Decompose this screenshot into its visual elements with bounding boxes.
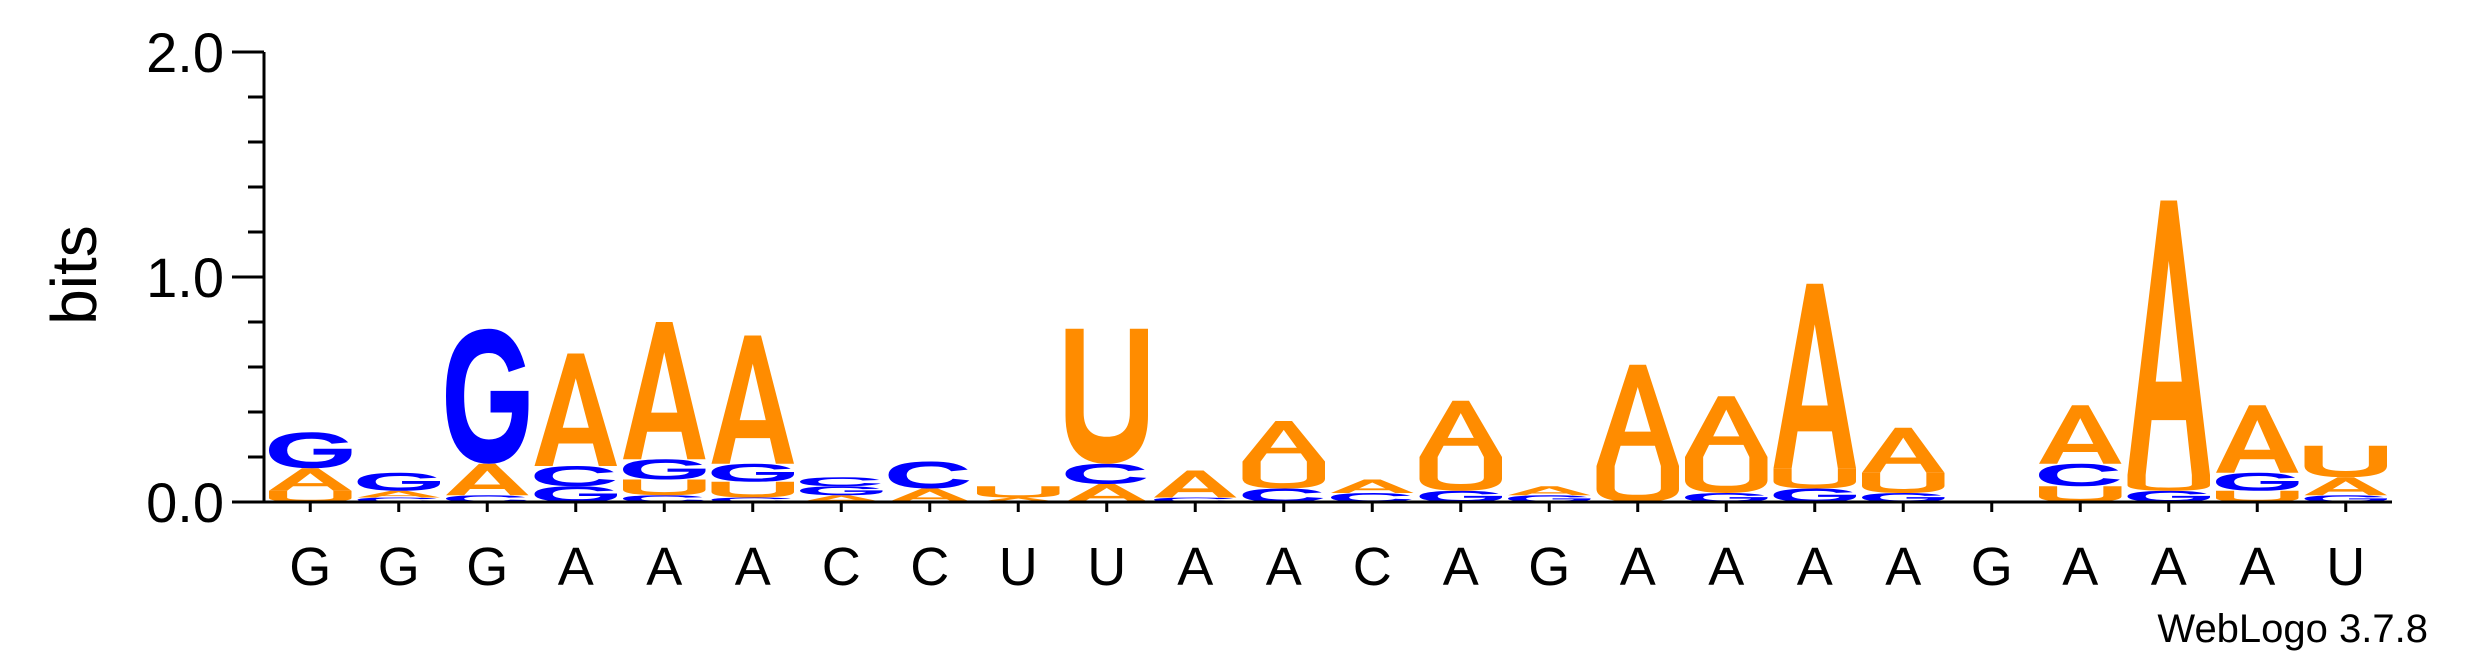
logo-glyph-a-pos22: [2128, 201, 2211, 476]
logo-glyph-a-pos18: [1774, 284, 1857, 469]
position-label: A: [1266, 537, 1302, 597]
logo-glyph-c-pos7: [800, 477, 881, 486]
logo-glyph-a-pos6: [712, 336, 795, 464]
logo-glyph-g-pos22: [2128, 491, 2211, 502]
logo-glyph-a-pos24: [2305, 477, 2388, 495]
position-label: A: [2062, 537, 2098, 597]
position-label: G: [378, 537, 420, 597]
position-label: G: [466, 537, 508, 597]
logo-glyph-a-pos13: [1331, 480, 1414, 494]
position-label: C: [910, 537, 949, 597]
logo-glyph-g-pos23: [2216, 473, 2299, 491]
logo-glyph-u-pos21: [2039, 486, 2122, 502]
logo-glyph-c-pos8: [889, 462, 970, 489]
weblogo-credit: WebLogo 3.7.8: [2157, 607, 2428, 651]
logo-glyph-a-pos10: [1066, 484, 1149, 502]
position-label: A: [1885, 537, 1921, 597]
position-label: G: [289, 537, 331, 597]
logo-glyph-g-pos6: [712, 464, 795, 482]
y-tick-label: 2.0: [146, 21, 224, 84]
logo-glyph-u-pos9: [977, 486, 1060, 497]
position-label: C: [1353, 537, 1392, 597]
y-axis-title: bits: [38, 225, 110, 325]
position-label: A: [2151, 537, 2187, 597]
logo-glyph-a-pos2: [358, 491, 441, 498]
y-tick-label: 0.0: [146, 471, 224, 534]
logo-glyph-a-pos21: [2039, 405, 2122, 464]
logo-glyph-u-pos12: [1243, 462, 1326, 489]
position-label: A: [1797, 537, 1833, 597]
logo-glyph-g-pos3: [446, 329, 529, 464]
y-tick-label: 1.0: [146, 246, 224, 309]
position-label: A: [558, 537, 594, 597]
position-label: G: [1971, 537, 2013, 597]
logo-glyph-u-pos16: [1597, 466, 1680, 502]
position-label: A: [735, 537, 771, 597]
position-label: A: [1620, 537, 1656, 597]
plot-area: [269, 201, 2387, 503]
logo-glyph-a-pos19: [1862, 428, 1945, 473]
logo-glyph-u-pos6: [712, 482, 795, 498]
logo-glyph-u-pos19: [1862, 473, 1945, 493]
logo-glyph-u-pos10: [1066, 329, 1149, 464]
logo-glyph-a-pos23: [2216, 405, 2299, 473]
logo-glyph-g-pos14: [1420, 491, 1503, 502]
logo-glyph-u-pos14: [1420, 457, 1503, 491]
position-label: A: [1708, 537, 1744, 597]
position-label: U: [999, 537, 1038, 597]
logo-glyph-a-pos1: [269, 468, 352, 491]
position-label: U: [2326, 537, 2365, 597]
logo-glyph-g-pos4: [535, 486, 618, 502]
position-label: U: [1087, 537, 1126, 597]
logo-glyph-u-pos22: [2128, 475, 2211, 491]
logo-glyph-g-pos5: [623, 459, 706, 479]
logo-glyph-a-pos17: [1685, 396, 1768, 457]
logo-glyph-a-pos14: [1420, 401, 1503, 457]
logo-glyph-a-pos11: [1154, 471, 1237, 498]
logo-glyph-c-pos21: [2039, 464, 2120, 487]
logo-glyph-a-pos8: [889, 489, 972, 503]
position-label: A: [646, 537, 682, 597]
position-label: G: [1528, 537, 1570, 597]
position-label: A: [1177, 537, 1213, 597]
logo-glyph-a-pos3: [446, 464, 529, 496]
logo-glyph-u-pos24: [2305, 446, 2388, 478]
logo-glyph-c-pos10: [1066, 464, 1147, 484]
logo-glyph-c-pos4: [535, 466, 616, 486]
logo-glyph-g-pos18: [1774, 489, 1857, 503]
logo-glyph-u-pos17: [1685, 457, 1768, 493]
position-label: A: [1443, 537, 1479, 597]
logo-glyph-a-pos12: [1243, 421, 1326, 462]
logo-glyph-u-pos1: [269, 491, 352, 502]
logo-glyph-g-pos1: [269, 432, 352, 468]
logo-glyph-a-pos5: [623, 322, 706, 459]
position-label: C: [822, 537, 861, 597]
logo-glyph-u-pos23: [2216, 491, 2299, 502]
logo-glyph-a-pos15: [1508, 486, 1591, 495]
logo-glyph-g-pos7: [800, 486, 883, 495]
logo-glyph-c-pos12: [1243, 489, 1324, 503]
logo-glyph-a-pos16: [1597, 365, 1680, 466]
logo-glyph-u-pos5: [623, 480, 706, 496]
logo-glyph-a-pos4: [535, 354, 618, 467]
position-label: A: [2239, 537, 2275, 597]
logo-glyph-u-pos18: [1774, 468, 1857, 488]
logo-glyph-g-pos2: [358, 473, 441, 491]
